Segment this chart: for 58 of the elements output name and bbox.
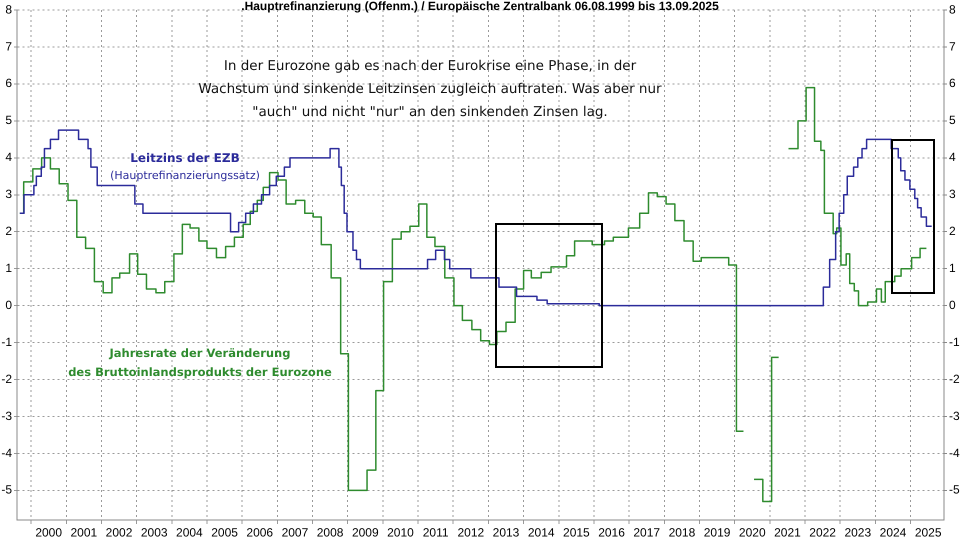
x-tick-label: 2010 (387, 526, 414, 540)
x-tick-label: 2003 (140, 526, 168, 540)
x-tick-label: 2023 (844, 526, 872, 540)
x-tick-label: 2025 (914, 526, 942, 540)
y2-tick-label: 1 (949, 261, 956, 276)
y2-tick-label: 2 (949, 224, 956, 238)
y2-tick-label: -1 (949, 334, 960, 349)
series-label: Jahresrate der Veränderung des Bruttoinlandsprodukts der Eurozone (67, 345, 333, 381)
y2-tick-label: 5 (949, 113, 956, 128)
y-tick-label: 1 (5, 261, 12, 276)
y-tick-label: 8 (5, 2, 12, 16)
x-tick-label: 2021 (774, 526, 802, 540)
y-tick-label: -4 (1, 446, 12, 460)
y-tick-label: 3 (5, 187, 12, 202)
chart-title: .Hauptrefinanzierung (Offenm.) / Europäische Zentralbank 06.08.1999 bis 13.09.2025 (241, 0, 719, 13)
x-tick-label: 2013 (492, 526, 520, 540)
x-tick-label: 2022 (809, 526, 836, 540)
x-tick-label: 2004 (176, 526, 204, 540)
y-tick-label: -2 (1, 372, 12, 386)
y-tick-label: -3 (1, 408, 12, 423)
y-tick-label: 4 (5, 150, 12, 164)
y-tick-label: 0 (5, 298, 12, 312)
y2-tick-label: -5 (949, 482, 960, 497)
y-tick-label: 5 (5, 113, 12, 128)
x-tick-label: 2015 (563, 526, 590, 540)
x-tick-label: 2017 (633, 526, 660, 540)
x-tick-label: 2019 (704, 526, 731, 540)
x-tick-label: 2009 (352, 526, 379, 540)
x-tick-label: 2001 (70, 526, 98, 540)
y2-tick-label: 3 (949, 187, 956, 202)
x-tick-label: 2018 (668, 526, 696, 540)
x-tick-label: 2024 (880, 526, 907, 540)
y2-tick-label: 6 (949, 76, 956, 90)
x-tick-label: 2011 (422, 526, 449, 540)
x-tick-label: 2007 (282, 526, 309, 540)
annotation: In der Eurozone gab es nach der Eurokrise eine Phase, in der Wachstum und sinkende Leitzinsen zugleich auftraten. Was aber nur "auch" und nicht "nur" an den sinkenden Zinsen lag. (197, 57, 663, 122)
y-tick-label: -5 (1, 482, 12, 497)
y-tick-label: -1 (1, 334, 12, 349)
y2-tick-label: -3 (949, 408, 960, 423)
y2-tick-label: -4 (949, 446, 960, 460)
x-tick-label: 2016 (598, 526, 626, 540)
y-tick-label: 7 (5, 39, 12, 54)
x-tick-label: 2014 (528, 526, 555, 540)
x-tick-label: 2005 (211, 526, 238, 540)
y2-tick-label: 7 (949, 39, 956, 54)
x-tick-label: 2000 (35, 526, 62, 540)
series-label: Leitzins der EZB (Hauptrefinanzierungssatz) (109, 150, 261, 184)
x-tick-label: 2006 (246, 526, 274, 540)
y-tick-label: 6 (5, 76, 12, 90)
y2-tick-label: 8 (949, 2, 956, 16)
x-tick-label: 2002 (106, 526, 133, 540)
y2-tick-label: 4 (949, 150, 956, 164)
x-tick-label: 2012 (457, 526, 484, 540)
y2-tick-label: -2 (949, 372, 960, 386)
y2-tick-label: 0 (949, 298, 956, 312)
x-tick-label: 2008 (316, 526, 344, 540)
x-tick-label: 2020 (738, 526, 766, 540)
y-tick-label: 2 (5, 224, 12, 238)
